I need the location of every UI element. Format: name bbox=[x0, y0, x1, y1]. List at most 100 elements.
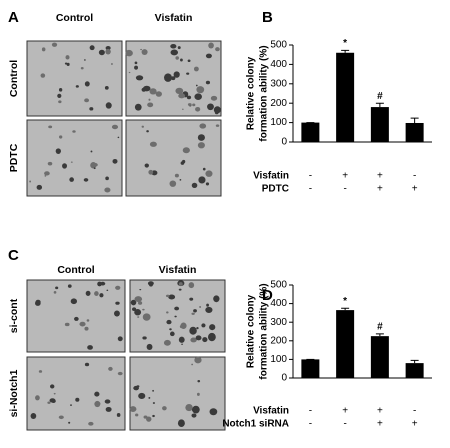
colony bbox=[36, 184, 43, 190]
colony bbox=[70, 161, 73, 163]
row-label: si-cont bbox=[8, 298, 20, 333]
colony bbox=[40, 73, 46, 78]
bar bbox=[370, 336, 389, 378]
colony bbox=[180, 322, 187, 330]
y-axis-label: formation ability (%) bbox=[259, 45, 270, 141]
colony bbox=[29, 180, 32, 183]
condition-sign: - bbox=[413, 406, 416, 417]
colony bbox=[182, 147, 190, 154]
colony bbox=[94, 291, 99, 296]
colony bbox=[67, 284, 72, 288]
y-tick-label: 0 bbox=[281, 137, 287, 148]
colony bbox=[201, 323, 206, 328]
colony bbox=[148, 396, 151, 399]
column-header: Control bbox=[57, 264, 94, 276]
colony bbox=[134, 103, 142, 111]
colony bbox=[194, 356, 202, 364]
colony bbox=[104, 187, 111, 193]
condition-name: Notch1 siRNA bbox=[222, 419, 289, 430]
colony bbox=[94, 391, 100, 397]
colony bbox=[191, 182, 198, 188]
colony bbox=[187, 59, 191, 63]
colony bbox=[146, 130, 149, 133]
bar bbox=[370, 107, 389, 142]
colony bbox=[105, 45, 111, 51]
colony bbox=[69, 177, 74, 182]
colony bbox=[199, 123, 207, 129]
colony bbox=[166, 319, 172, 325]
colony bbox=[205, 170, 213, 177]
colony bbox=[68, 421, 71, 424]
colony bbox=[177, 419, 185, 428]
colony bbox=[83, 178, 89, 182]
colony bbox=[144, 163, 149, 168]
colony bbox=[169, 180, 177, 187]
colony bbox=[128, 71, 131, 74]
colony bbox=[208, 42, 214, 49]
colony bbox=[55, 148, 61, 154]
condition-sign: + bbox=[377, 406, 383, 417]
panel-label: C bbox=[8, 247, 19, 264]
colony bbox=[80, 67, 84, 70]
y-tick-label: 200 bbox=[270, 98, 287, 109]
y-axis-label: Relative colony bbox=[246, 294, 257, 368]
colony bbox=[210, 95, 218, 101]
panel-label: B bbox=[262, 9, 273, 26]
colony bbox=[152, 389, 154, 392]
colony bbox=[53, 392, 56, 395]
colony bbox=[186, 72, 190, 75]
y-tick-label: 400 bbox=[270, 59, 287, 70]
colony bbox=[152, 402, 156, 404]
colony bbox=[116, 413, 121, 417]
colony bbox=[99, 293, 104, 298]
colony bbox=[170, 49, 179, 56]
row-label: si-Notch1 bbox=[8, 369, 20, 417]
colony bbox=[174, 173, 179, 178]
colony bbox=[194, 93, 202, 100]
condition-sign: - bbox=[343, 419, 346, 430]
colony bbox=[198, 176, 206, 184]
condition-sign: - bbox=[309, 184, 312, 195]
colony bbox=[199, 306, 202, 308]
colony bbox=[64, 322, 70, 327]
colony bbox=[185, 403, 193, 412]
y-tick-label: 100 bbox=[270, 117, 287, 128]
colony bbox=[190, 337, 197, 343]
colony bbox=[130, 299, 137, 306]
colony bbox=[89, 107, 94, 111]
condition-sign: - bbox=[309, 171, 312, 182]
condition-sign: + bbox=[342, 171, 348, 182]
colony bbox=[191, 312, 195, 315]
y-tick-label: 300 bbox=[270, 317, 287, 328]
colony bbox=[142, 313, 151, 321]
colony bbox=[88, 421, 94, 426]
colony bbox=[197, 379, 201, 383]
colony bbox=[64, 62, 68, 65]
condition-sign: + bbox=[377, 419, 383, 430]
colony bbox=[192, 103, 196, 107]
annotation: * bbox=[343, 38, 347, 49]
colony bbox=[125, 49, 133, 57]
colony bbox=[169, 328, 172, 331]
condition-sign: - bbox=[413, 171, 416, 182]
colony bbox=[84, 326, 89, 331]
colony bbox=[96, 401, 101, 405]
row-label: Control bbox=[8, 60, 20, 97]
colony bbox=[178, 288, 182, 291]
colony bbox=[205, 306, 213, 313]
y-tick-label: 400 bbox=[270, 298, 287, 309]
colony bbox=[187, 103, 192, 106]
colony bbox=[117, 371, 123, 376]
colony bbox=[197, 134, 205, 141]
colony bbox=[195, 335, 202, 341]
colony bbox=[162, 406, 167, 411]
colony bbox=[193, 66, 199, 72]
colony bbox=[51, 399, 56, 404]
colony bbox=[146, 416, 152, 422]
colony bbox=[129, 406, 137, 412]
colony bbox=[105, 48, 111, 55]
colony bbox=[149, 141, 157, 147]
colony bbox=[188, 282, 195, 289]
bar bbox=[336, 52, 355, 143]
colony bbox=[134, 296, 143, 303]
